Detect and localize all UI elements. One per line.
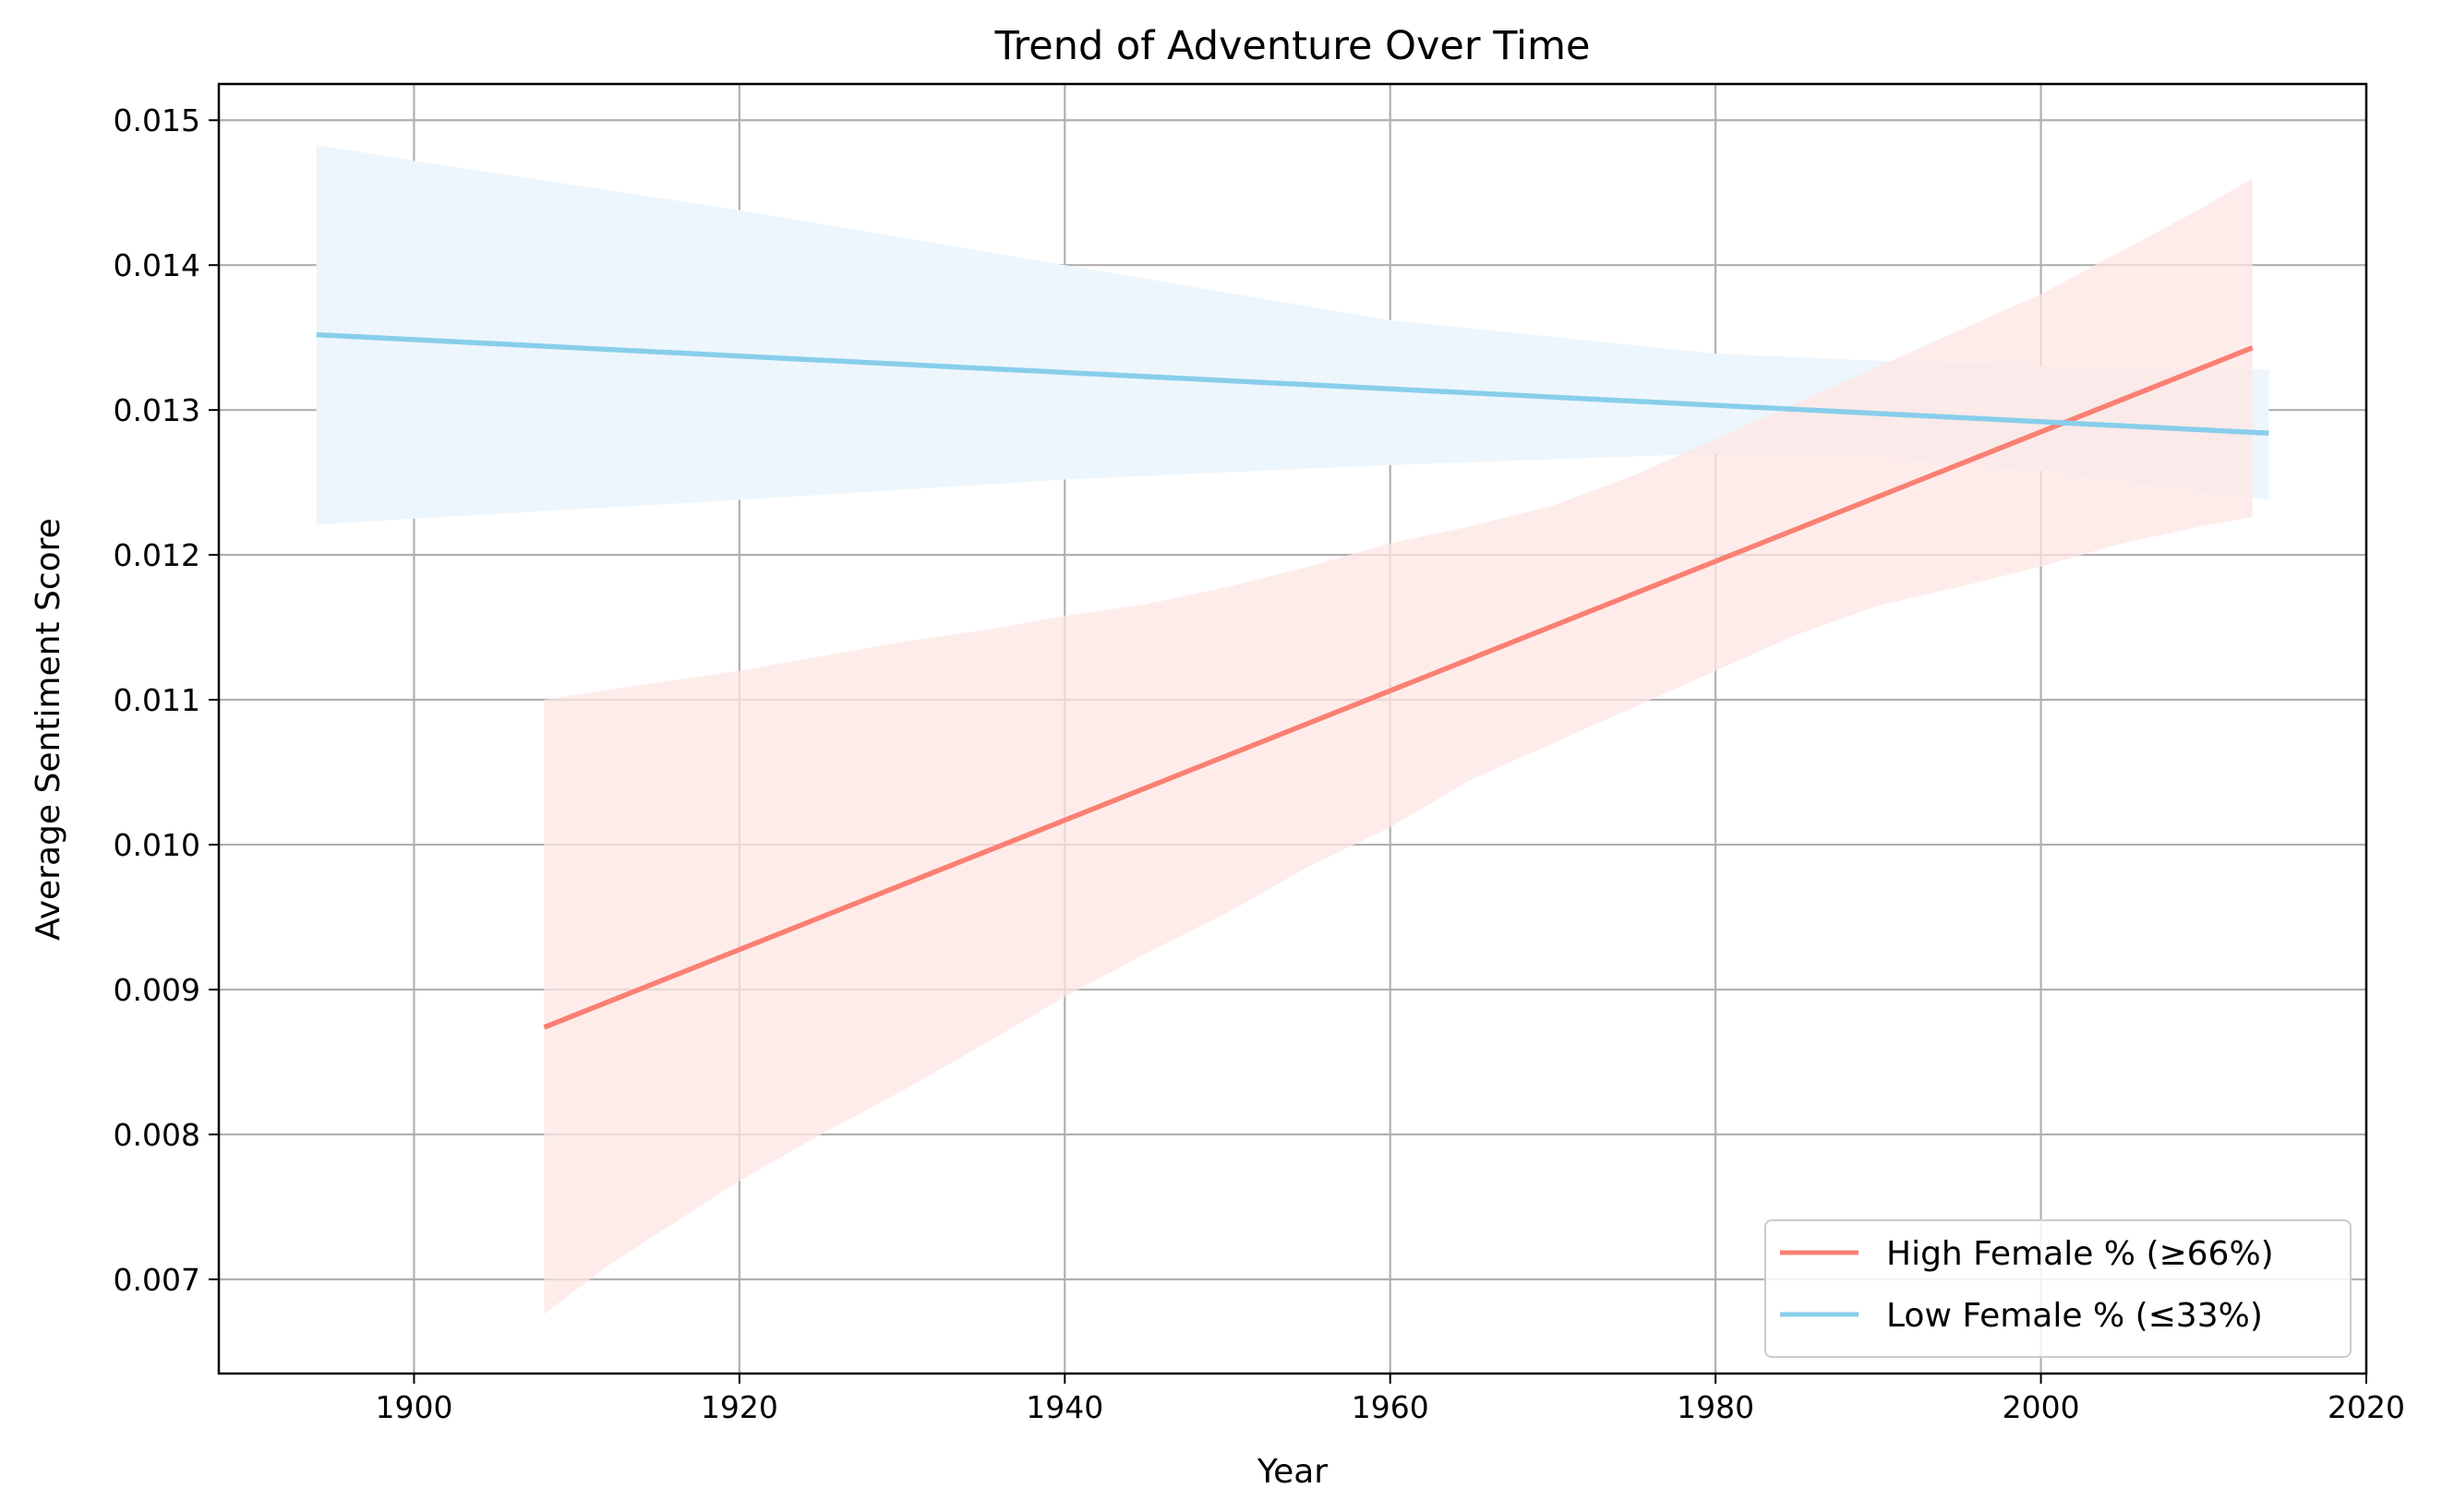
y-tick-label: 0.009: [114, 972, 200, 1008]
y-tick-label: 0.011: [114, 682, 200, 718]
x-tick-label: 2020: [2328, 1389, 2405, 1425]
x-tick-label: 1920: [701, 1389, 778, 1425]
y-tick-label: 0.010: [114, 827, 200, 863]
band-high-female: [544, 178, 2253, 1314]
y-axis-label: Average Sentiment Score: [30, 518, 67, 941]
legend-box: [1764, 1219, 2352, 1358]
x-tick-label: 2000: [2003, 1389, 2080, 1425]
legend-label-low-female: Low Female % (≤33%): [1886, 1297, 2263, 1335]
y-ticks: 0.007 0.008 0.009 0.010 0.011 0.012 0.013 0.014…: [114, 102, 219, 1298]
y-tick-label: 0.012: [114, 537, 200, 573]
x-tick-label: 1980: [1677, 1389, 1754, 1425]
x-tick-label: 1960: [1352, 1389, 1429, 1425]
y-tick-label: 0.013: [114, 392, 200, 428]
chart-title: Trend of Adventure Over Time: [994, 23, 1591, 69]
series-lines: [316, 331, 2269, 1030]
x-ticks: 1900 1920 1940 1960 1980 2000 2020: [375, 1374, 2405, 1425]
y-tick-label: 0.008: [114, 1117, 200, 1153]
line-high-female: [543, 345, 2254, 1030]
plot-frame: [217, 82, 2368, 1375]
confidence-bands: [316, 144, 2269, 1314]
x-tick-label: 1940: [1026, 1389, 1103, 1425]
legend: High Female % (≥66%) Low Female % (≤33%): [1764, 1219, 2352, 1358]
x-axis-label: Year: [1257, 1453, 1328, 1491]
y-tick-label: 0.014: [114, 247, 200, 283]
y-tick-label: 0.015: [114, 102, 200, 138]
legend-label-high-female: High Female % (≥66%): [1886, 1235, 2274, 1273]
line-low-female: [316, 331, 2269, 437]
x-tick-label: 1900: [375, 1389, 452, 1425]
y-tick-label: 0.007: [114, 1262, 200, 1298]
